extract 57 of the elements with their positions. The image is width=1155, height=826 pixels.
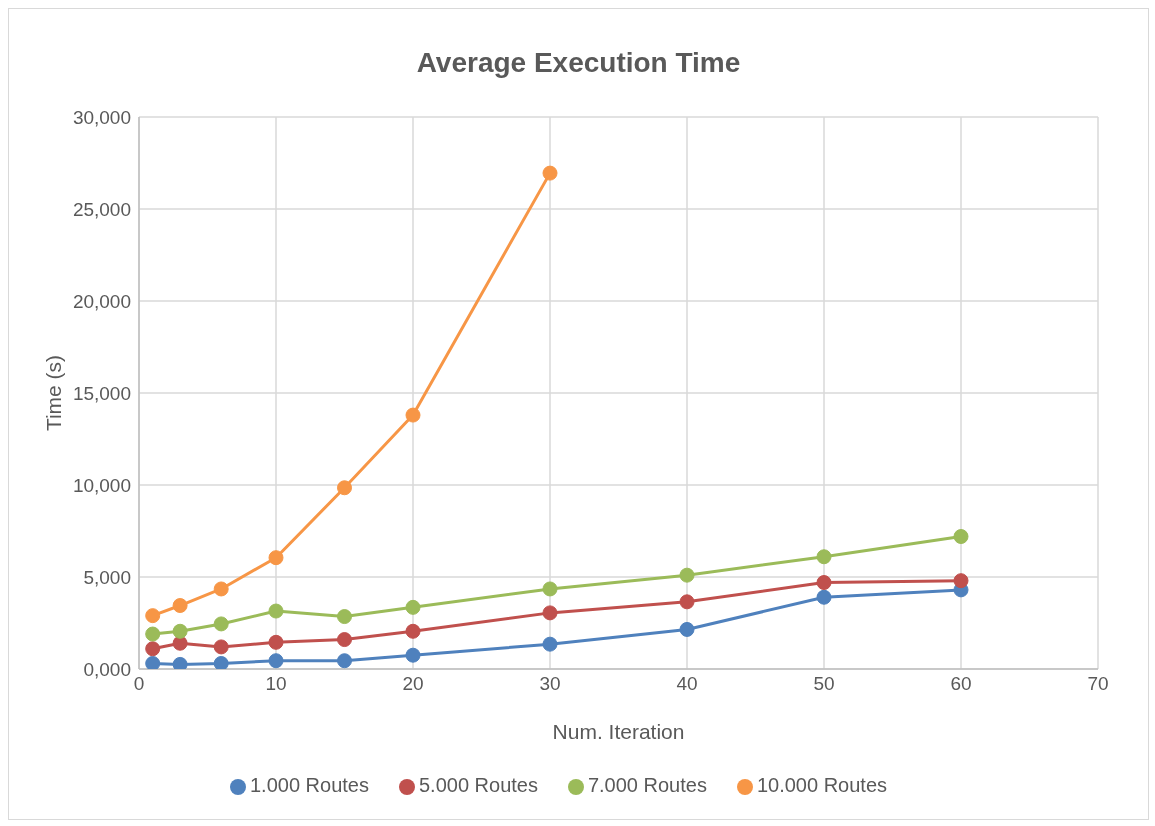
point	[679, 621, 695, 637]
point	[816, 549, 832, 565]
point	[337, 480, 352, 496]
point	[268, 550, 284, 566]
point	[542, 636, 558, 652]
point	[213, 639, 229, 655]
point	[405, 407, 421, 423]
x-tick-label: 10	[265, 673, 287, 695]
y-tick-label: 5,000	[83, 566, 131, 588]
y-tick-label: 20,000	[72, 290, 131, 312]
x-tick-label: 20	[402, 673, 424, 695]
point	[816, 589, 832, 605]
point	[816, 575, 832, 591]
x-tick-label: 40	[676, 673, 698, 695]
y-tick-label: 30,000	[72, 106, 131, 128]
point	[213, 655, 229, 669]
point	[145, 641, 161, 657]
legend-label: 7.000 Routes	[587, 774, 707, 796]
point	[268, 653, 284, 669]
legend-label: 1.000 Routes	[249, 774, 369, 796]
point	[542, 165, 558, 181]
legend-label: 10.000 Routes	[756, 774, 888, 796]
x-tick-label: 60	[950, 673, 972, 695]
point	[145, 626, 161, 642]
point	[337, 653, 352, 669]
point	[172, 656, 188, 669]
point	[953, 529, 969, 545]
point	[679, 594, 695, 610]
y-tick-label: 10,000	[72, 474, 131, 496]
point	[145, 655, 161, 669]
point	[542, 605, 558, 621]
y-tick-label: 0,000	[83, 658, 131, 680]
point	[145, 608, 161, 624]
point	[405, 623, 421, 639]
point	[337, 609, 352, 625]
x-axis-title: Num. Iteration	[552, 720, 685, 743]
point	[268, 634, 284, 650]
legend-label: 5.000 Routes	[418, 774, 538, 796]
point	[953, 573, 969, 589]
point	[172, 598, 188, 614]
x-tick-label: 30	[539, 673, 561, 695]
x-tick-label: 70	[1087, 673, 1109, 695]
x-tick-label: 50	[813, 673, 835, 695]
point	[679, 567, 695, 583]
point	[268, 603, 284, 619]
point	[213, 581, 229, 597]
point	[405, 599, 421, 615]
point	[337, 632, 352, 648]
y-tick-label: 25,000	[72, 198, 131, 220]
y-axis-title: Time (s)	[42, 354, 66, 432]
chart-title: Average Execution Time	[415, 46, 742, 80]
point	[542, 581, 558, 597]
point	[213, 616, 229, 632]
y-tick-label: 15,000	[72, 382, 131, 404]
point	[405, 647, 421, 663]
point	[172, 623, 188, 639]
x-tick-label: 0	[133, 673, 145, 695]
